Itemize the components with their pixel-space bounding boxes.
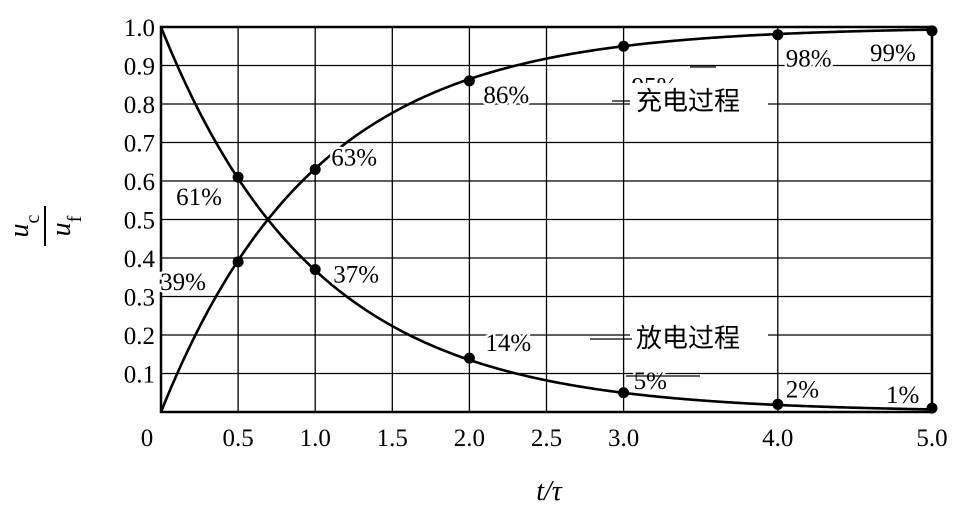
svg-text:uf: uf [46, 215, 86, 236]
discharging-data-label: 37% [333, 262, 379, 289]
charging-data-label: 63% [331, 144, 377, 171]
discharging-data-label: 2% [786, 376, 819, 403]
x-tick-label: 5.0 [916, 425, 947, 452]
charging-data-label: 86% [483, 82, 529, 109]
y-label-numerator-sub: c [22, 214, 44, 223]
y-tick-label: 0.3 [124, 285, 155, 312]
charging-name-bg [630, 83, 768, 117]
y-tick-label: 0.7 [124, 131, 155, 158]
x-tick-label: 1.5 [377, 425, 408, 452]
discharging-point [232, 171, 244, 183]
x-tick-label: 0.5 [222, 425, 253, 452]
discharging-point [926, 402, 938, 414]
y-label-numerator: u [4, 223, 35, 237]
discharging-series-name: 放电过程 [636, 324, 740, 354]
discharging-data-label: 14% [485, 330, 531, 357]
svg-text:uc: uc [4, 214, 44, 237]
discharging-point [309, 264, 321, 276]
x-tick-label: 4.0 [762, 425, 793, 452]
y-tick-label: 0.6 [124, 169, 155, 196]
charging-data-label: 99% [870, 40, 916, 67]
discharging-curve [159, 26, 933, 411]
charging-data-label: 98% [786, 46, 832, 73]
curves [159, 26, 933, 413]
y-tick-label: 0.1 [124, 362, 155, 389]
charging-data-label: 39% [160, 269, 206, 296]
charging-point [772, 29, 784, 41]
x-tick-label: 3.0 [608, 425, 639, 452]
y-tick-label: 0.2 [124, 323, 155, 350]
x-tick-label: 2.0 [454, 425, 485, 452]
y-tick-label: 0.5 [124, 208, 155, 235]
y-tick-label: 0.9 [124, 54, 155, 81]
y-label-denominator: u [46, 222, 77, 236]
y-axis-label: uc uf [4, 206, 86, 246]
y-tick-label: 0.8 [124, 92, 155, 119]
x-tick-label: 2.5 [531, 425, 562, 452]
charging-series-name: 充电过程 [636, 87, 740, 117]
plot-frame [159, 25, 934, 414]
charging-point [618, 40, 630, 52]
discharging-name-bg [630, 320, 768, 354]
charging-point [309, 163, 321, 175]
x-axis-label: t/τ [536, 476, 563, 507]
y-tick-labels: 0.1 0.2 0.3 0.4 0.5 0.6 0.7 0.8 0.9 1.0 [124, 15, 156, 389]
charging-point [463, 75, 475, 87]
discharging-point [463, 352, 475, 364]
y-tick-label: 0.4 [124, 246, 156, 273]
charging-point [926, 25, 938, 37]
grid [161, 27, 932, 412]
data-points [232, 25, 938, 414]
x-tick-label: 1.0 [300, 425, 331, 452]
discharging-point [772, 398, 784, 410]
discharging-point [618, 387, 630, 399]
charging-point [232, 256, 244, 268]
y-tick-label: 1.0 [124, 15, 155, 42]
x-tick-label: 0 [141, 425, 154, 452]
charging-curve [159, 28, 933, 413]
x-tick-labels: 0 0.5 1.0 1.5 2.0 2.5 3.0 4.0 5.0 [141, 425, 948, 452]
discharging-data-label: 5% [634, 368, 667, 395]
discharging-data-label: 1% [886, 382, 919, 409]
data-labels: 39%63%86%95%98%99%61%37%14%5%2%1% [158, 37, 922, 411]
discharging-data-label: 61% [176, 184, 222, 211]
y-label-denominator-sub: f [64, 215, 86, 222]
